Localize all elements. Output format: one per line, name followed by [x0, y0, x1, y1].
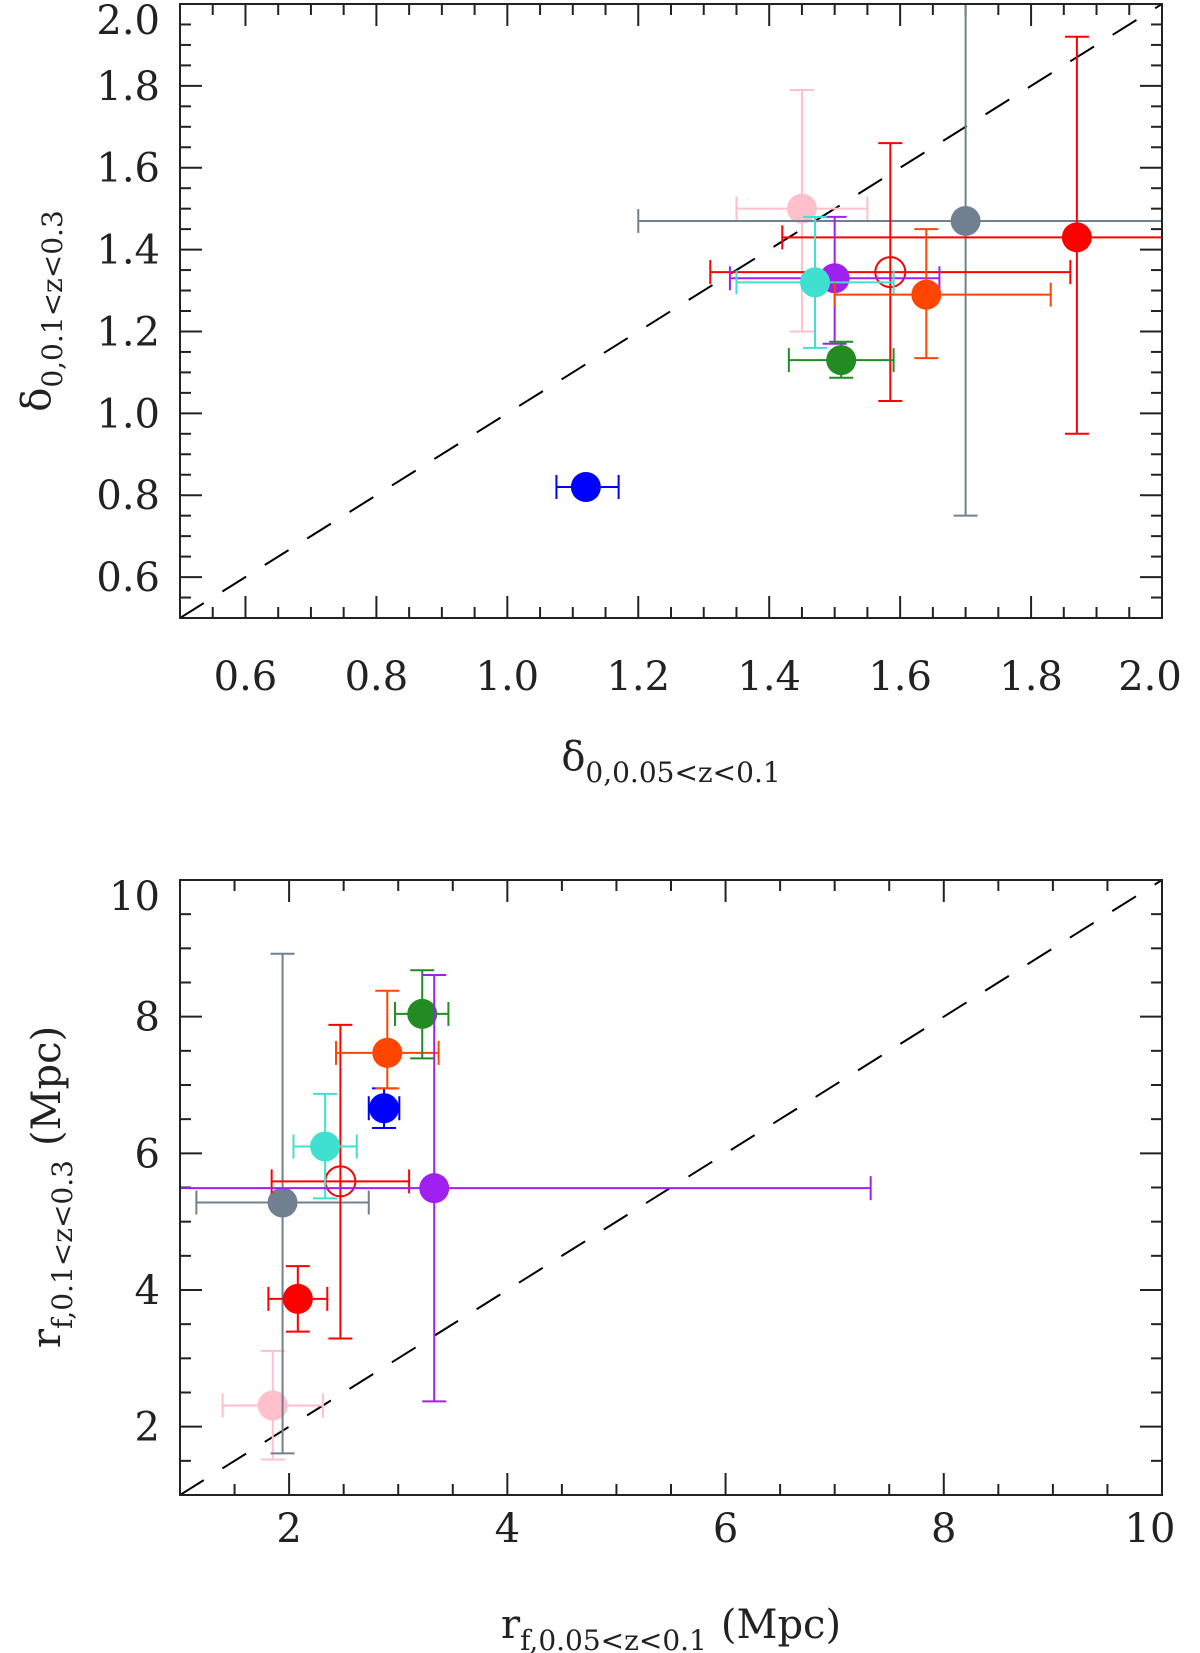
y-tick-label: 1.8: [96, 64, 160, 110]
x-tick-label: 1.6: [868, 654, 932, 700]
x-tick-label: 8: [931, 1506, 956, 1552]
data-point-group: [735, 215, 895, 349]
reference-line-y-equals-x: [180, 4, 1162, 618]
data-point: [282, 1283, 313, 1314]
bottom-x-axis-title: rf,0.05<z<0.1 (Mpc): [501, 1602, 841, 1653]
data-point-open: [874, 256, 907, 289]
x-tick-label: 0.6: [214, 654, 278, 700]
x-tick-label: 4: [495, 1506, 520, 1552]
data-point-group: [781, 35, 1162, 435]
data-point-group: [787, 340, 895, 379]
y-tick-label: 0.6: [96, 555, 160, 601]
y-tick-label: 1.6: [96, 146, 160, 192]
data-point-group: [195, 952, 370, 1455]
plot-area: [180, 880, 1162, 1495]
data-point: [786, 193, 817, 224]
data-point-group: [367, 1087, 401, 1130]
data-point: [570, 472, 601, 503]
top-x-axis-title: δ0,0.05<z<0.1: [561, 734, 780, 789]
data-point-group: [393, 969, 450, 1060]
data-point: [369, 1093, 400, 1124]
top-panel-delta: 0.6 0.8 1.0 1.2 1.4 1.6 1.8 2.0 0.6 0.8 1.0 1.2 1.4 1…: [96, 0, 1182, 700]
x-tick-label: 10: [1125, 1506, 1176, 1552]
y-tick-label: 1.4: [96, 228, 160, 274]
data-point-group: [833, 228, 1052, 360]
y-tick-label: 6: [135, 1131, 160, 1177]
y-tick-label: 4: [135, 1268, 160, 1314]
data-point-group: [180, 973, 872, 1403]
data-point: [950, 205, 981, 236]
data-point-group: [728, 215, 941, 345]
x-tick-label: 1.0: [476, 654, 540, 700]
data-point: [800, 267, 831, 298]
bottom-panel-radius: 2 4 6 8 10 2 4 6 8 10: [109, 874, 1175, 1552]
x-tick-label: 0.8: [345, 654, 409, 700]
data-point: [911, 279, 942, 310]
data-point: [257, 1390, 288, 1421]
x-tick-label: 1.8: [999, 654, 1063, 700]
y-tick-label: 2: [135, 1405, 160, 1451]
top-y-axis-title: δ0,0.1<z<0.3: [14, 210, 69, 412]
y-tick-label: 1.2: [96, 309, 160, 355]
y-tick-label: 1.0: [96, 391, 160, 437]
x-tick-label: 2.0: [1118, 654, 1182, 700]
plot-area: [180, 4, 1162, 618]
y-tick-label: 0.8: [96, 473, 160, 519]
plot-frame: [179, 879, 1163, 1496]
y-tick-label: 2.0: [96, 0, 160, 44]
data-point: [407, 998, 438, 1029]
x-tick-label: 1.2: [606, 654, 670, 700]
x-tick-label: 6: [713, 1506, 738, 1552]
x-tick-label: 1.4: [737, 654, 801, 700]
x-tick-label: 2: [276, 1506, 301, 1552]
data-point-group: [221, 1349, 324, 1461]
data-point: [1061, 222, 1092, 253]
plot-frame: [179, 3, 1163, 619]
reference-line-y-equals-x: [180, 880, 1162, 1495]
data-point-group: [709, 142, 1072, 403]
data-point: [372, 1037, 403, 1068]
data-point-group: [637, 4, 1162, 517]
data-point: [419, 1173, 450, 1204]
data-point: [310, 1131, 341, 1162]
data-point: [826, 345, 857, 376]
y-tick-label: 8: [135, 995, 160, 1041]
data-point-group: [267, 1265, 329, 1333]
y-tick-label: 10: [109, 874, 160, 920]
bottom-y-axis-title: rf,0.1<z<0.3(Mpc): [24, 1026, 79, 1348]
data-point-group: [292, 1092, 358, 1200]
data-point: [267, 1187, 298, 1218]
data-point-group: [555, 472, 620, 503]
